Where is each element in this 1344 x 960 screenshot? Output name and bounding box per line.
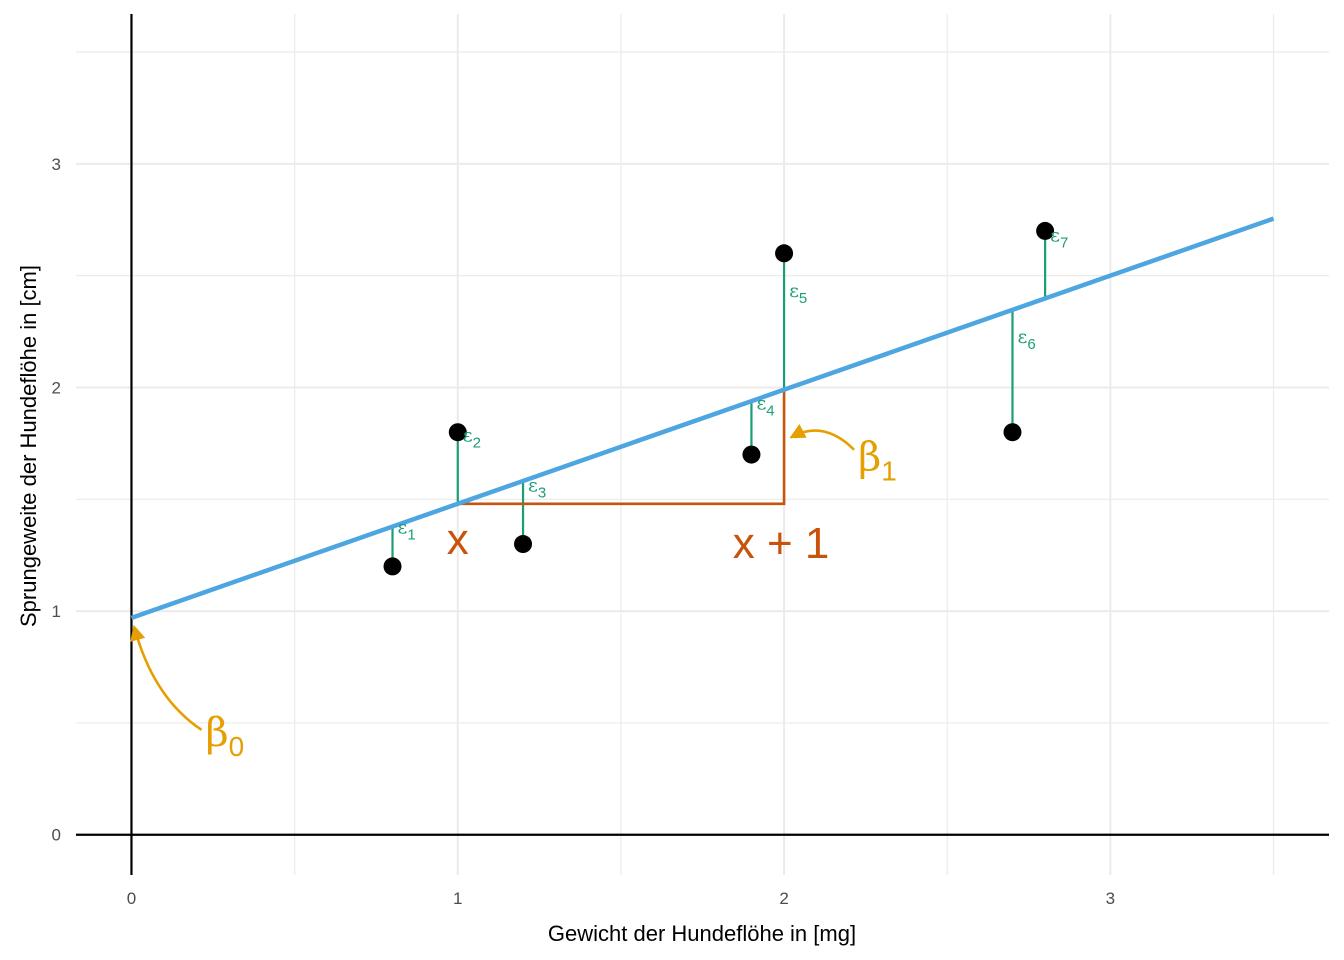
beta0-label: β0 (205, 710, 244, 762)
residual-label-subscript: 4 (766, 403, 774, 420)
x-tick-label: 0 (127, 889, 136, 908)
beta1-arrow (789, 423, 855, 451)
residual-label-subscript: 5 (799, 290, 807, 307)
residual-label: ε7 (1050, 225, 1068, 252)
data-point (448, 423, 467, 442)
x-plus-one-label: x + 1 (733, 519, 830, 568)
slope-triangle-path (457, 389, 786, 506)
y-tick-label: 0 (52, 826, 61, 845)
residual-label-subscript: 7 (1060, 235, 1068, 252)
regression-line (130, 216, 1275, 620)
residuals (391, 230, 1047, 567)
residual-label: ε6 (1017, 326, 1035, 353)
data-point (775, 244, 794, 263)
y-axis-title: Sprungeweite der Hundeflöhe in [cm] (16, 265, 41, 627)
residual-label-subscript: 2 (473, 435, 481, 452)
regression-line-layer (130, 216, 1275, 620)
x-axis-title: Gewicht der Hundeflöhe in [mg] (548, 921, 856, 946)
data-points (383, 221, 1055, 576)
residual-label: ε3 (528, 475, 546, 502)
beta1-label: β1 (858, 435, 897, 487)
axes: 0 1 2 3 0 1 2 3 (52, 14, 1329, 908)
y-tick-label: 1 (52, 602, 61, 621)
beta1-subscript: 1 (881, 456, 897, 487)
residual-label: ε2 (463, 425, 481, 452)
y-tick-label: 2 (52, 378, 61, 397)
beta0-subscript: 0 (229, 731, 245, 762)
slope-triangle (457, 389, 786, 506)
data-point (1003, 423, 1022, 442)
x-tick-label: 3 (1106, 889, 1115, 908)
data-point (742, 445, 761, 464)
x-tick-label: 2 (779, 889, 788, 908)
residual-label-subscript: 3 (538, 485, 546, 502)
x-tick-label: 1 (453, 889, 462, 908)
data-point (1036, 221, 1055, 240)
beta0-arrow (130, 624, 203, 731)
residual-label: ε5 (789, 280, 807, 307)
residual-label: ε4 (756, 393, 774, 420)
grid (76, 14, 1329, 875)
y-tick-label: 3 (52, 155, 61, 174)
x-label: x (447, 515, 469, 564)
residual-label-subscript: 6 (1027, 336, 1035, 353)
residual-label-subscript: 1 (407, 527, 415, 544)
data-point (514, 535, 533, 554)
data-point (383, 557, 402, 576)
